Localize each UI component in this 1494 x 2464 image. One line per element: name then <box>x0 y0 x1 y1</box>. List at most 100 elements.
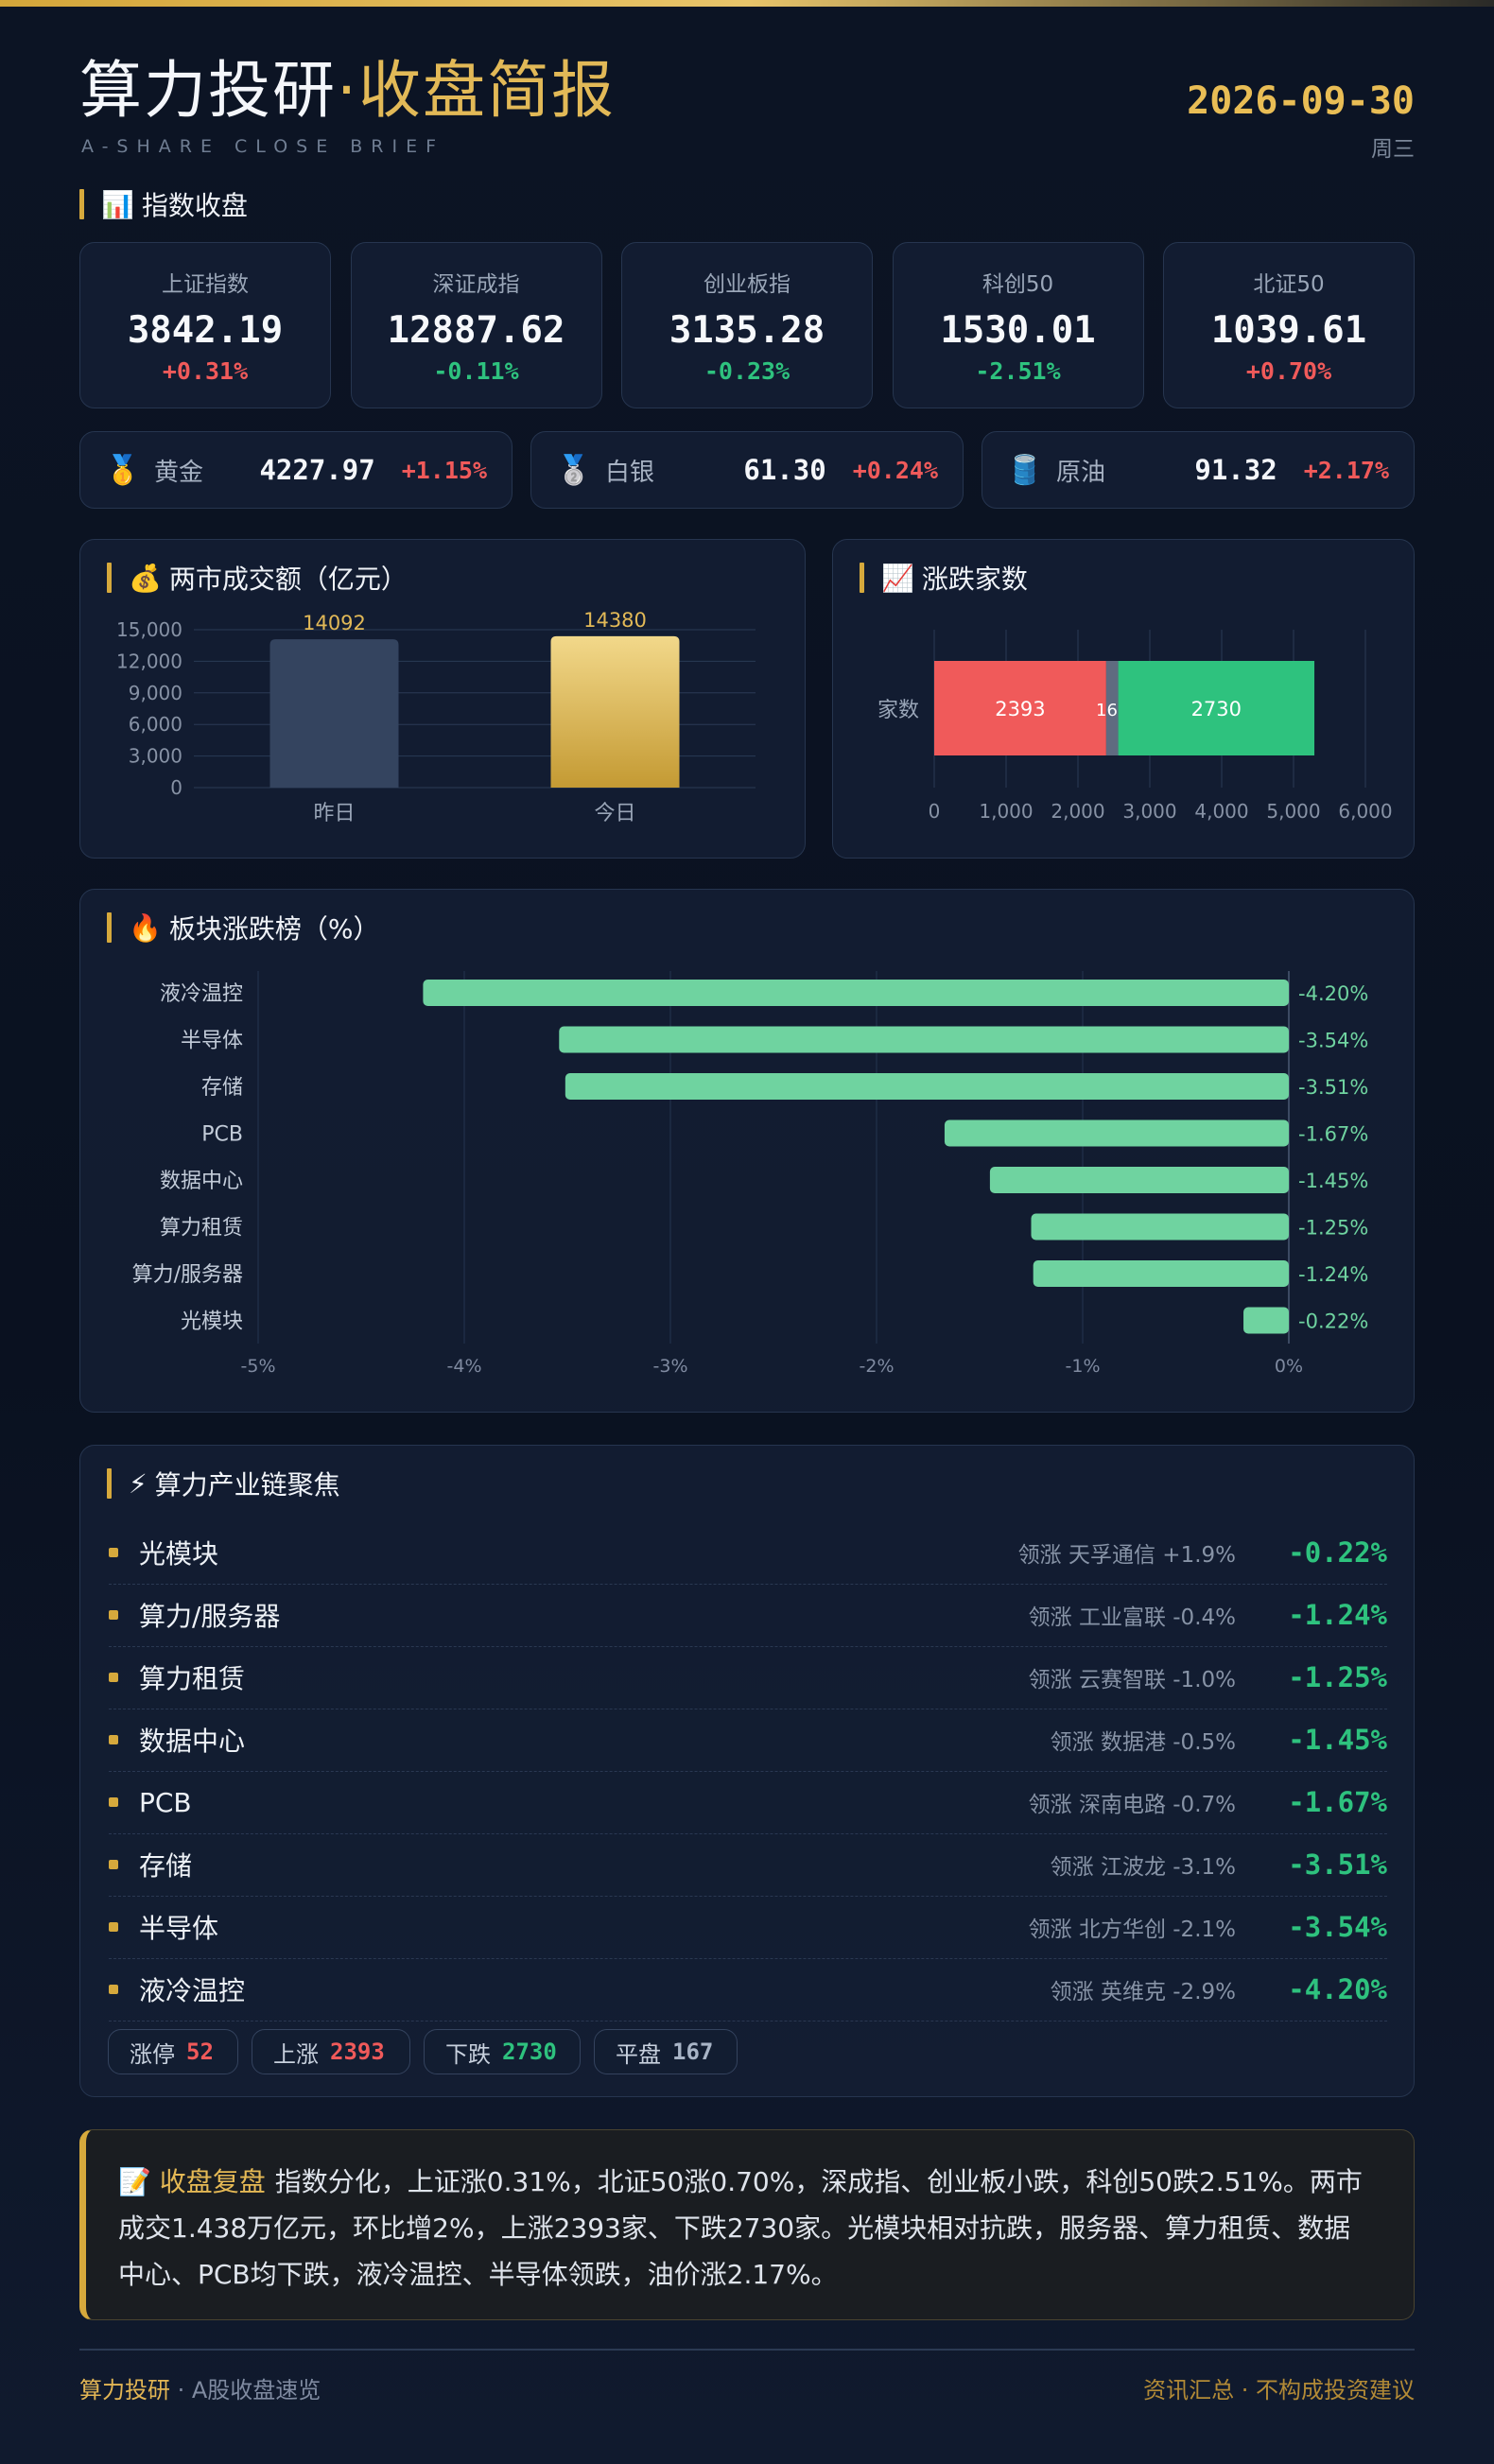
commodity-name: 黄金 <box>154 458 204 487</box>
index-change: -0.11% <box>433 357 519 385</box>
oil-barrel-icon: 🛢️ <box>1007 453 1043 487</box>
memo-icon: 📝 <box>118 2166 151 2197</box>
chain-change: -3.54% <box>1288 1911 1387 1943</box>
index-name: 创业板指 <box>704 272 790 297</box>
stat-value: 2730 <box>502 2039 557 2065</box>
y-tick-label: 15,000 <box>116 618 182 641</box>
chain-list-item: 光模块 领涨 天孚通信 +1.9% -0.22% <box>109 1521 1387 1585</box>
report-date: 2026-09-30 <box>1187 79 1415 123</box>
chain-leader: 领涨 深南电路 -0.7% <box>1028 1793 1236 1817</box>
chain-list-item: 液冷温控 领涨 英维克 -2.9% -4.20% <box>109 1958 1387 2022</box>
index-value: 1530.01 <box>940 309 1096 352</box>
section-title-indices: 📊 指数收盘 <box>79 185 248 223</box>
index-change: -2.51% <box>975 357 1061 385</box>
y-tick-label: 12,000 <box>116 650 182 672</box>
x-tick-label: -3% <box>653 1356 688 1377</box>
sector-ranking-card: 🔥 板块涨跌榜（%） -5% -4% -3% -2% -1% 0% 液冷温控 -4.20% 半导… <box>79 889 1415 1413</box>
turnover-card: 💰 两市成交额（亿元） 0 3,000 6,000 9,000 12,000 15,000… <box>79 539 806 859</box>
review-text: 指数分化，上证涨0.31%，北证50涨0.70%，深成指、创业板小跌，科创50跌… <box>118 2166 1363 2290</box>
y-tick-label: 9,000 <box>129 682 182 704</box>
lightning-icon: ⚡ <box>129 1467 148 1500</box>
chain-list-item: 半导体 领涨 北方华创 -2.1% -3.54% <box>109 1896 1387 1959</box>
chain-list-item: 算力/服务器 领涨 工业富联 -0.4% -1.24% <box>109 1584 1387 1647</box>
x-tick-label: 3,000 <box>1122 800 1176 823</box>
gold-medal-icon: 🥇 <box>105 453 141 487</box>
footer-brand: 算力投研 · A股收盘速览 <box>79 2377 321 2403</box>
bar-value-label: 14092 <box>303 612 366 634</box>
chain-leader: 领涨 江波龙 -3.1% <box>1050 1855 1236 1880</box>
index-change: -0.23% <box>704 357 790 385</box>
sector-name-label: PCB <box>201 1123 243 1147</box>
chain-focus-card: ⚡ 算力产业链聚焦 光模块 领涨 天孚通信 +1.9% -0.22% 算力/服务器 领涨… <box>79 1445 1415 2097</box>
breadth-card: 📈 涨跌家数 0 1,000 2,000 3,000 4,000 5,000 6,000 家数… <box>832 539 1415 859</box>
top-accent-bar <box>0 0 1494 7</box>
chain-change: -4.20% <box>1288 1973 1387 2005</box>
chain-name: 算力租赁 <box>139 1663 246 1694</box>
index-value: 3135.28 <box>669 309 825 352</box>
sector-name-label: 数据中心 <box>160 1170 243 1193</box>
stat-label: 上涨 <box>273 2040 319 2068</box>
bar-value-label: 14380 <box>583 609 647 632</box>
sector-name-label: 算力租赁 <box>160 1217 243 1241</box>
review-heading: 收盘复盘 <box>159 2166 266 2197</box>
sector-value-label: -1.45% <box>1298 1170 1368 1192</box>
unchanged-pill: 平盘 167 <box>594 2029 738 2074</box>
sector-name-label: 半导体 <box>181 1030 243 1053</box>
chain-name: 算力/服务器 <box>139 1601 281 1632</box>
sector-value-label: -1.25% <box>1298 1217 1368 1240</box>
stat-label: 涨停 <box>130 2040 175 2068</box>
turnover-bar <box>269 639 399 788</box>
x-tick-label: 6,000 <box>1338 800 1392 823</box>
sector-value-label: -0.22% <box>1298 1310 1368 1333</box>
commodity-card: 🥈 白银 61.30 +0.24% <box>530 431 964 509</box>
chain-leader: 领涨 北方华创 -2.1% <box>1028 1917 1236 1942</box>
chain-name: 数据中心 <box>139 1726 246 1757</box>
report-weekday: 周三 <box>1371 137 1415 162</box>
section-title-sectors: 🔥 板块涨跌榜（%） <box>107 909 379 946</box>
sector-bar <box>1033 1260 1289 1287</box>
bullet-icon <box>109 1673 118 1682</box>
chain-change: -1.25% <box>1288 1661 1387 1693</box>
x-tick-label: -5% <box>241 1356 276 1377</box>
commodity-change: +2.17% <box>1303 456 1389 484</box>
chain-leader: 领涨 工业富联 -0.4% <box>1028 1605 1236 1630</box>
chain-change: -1.67% <box>1288 1786 1387 1818</box>
chain-name: 液冷温控 <box>139 1975 246 2006</box>
commodity-name: 白银 <box>605 458 655 487</box>
commodity-card: 🥇 黄金 4227.97 +1.15% <box>79 431 512 509</box>
index-name: 科创50 <box>982 272 1054 297</box>
x-category-label: 昨日 <box>313 802 355 825</box>
turnover-chart: 0 3,000 6,000 9,000 12,000 15,000 14092 昨日 14380… <box>116 609 756 825</box>
x-tick-label: 0 <box>929 800 941 823</box>
chain-leader: 领涨 英维克 -2.9% <box>1050 1980 1236 2004</box>
bullet-icon <box>109 1610 118 1620</box>
trend-chart-icon: 📈 <box>881 562 914 594</box>
sector-ranking-chart: -5% -4% -3% -2% -1% 0% 液冷温控 -4.20% 半导体 -3.54% 存储 -3… <box>132 971 1368 1377</box>
money-bag-icon: 💰 <box>129 562 162 594</box>
chain-change: -0.22% <box>1288 1536 1387 1569</box>
close-review: 📝 收盘复盘 指数分化，上证涨0.31%，北证50涨0.70%，深成指、创业板小跌… <box>79 2129 1415 2320</box>
sector-value-label: -3.51% <box>1298 1076 1368 1099</box>
chain-list-item: 算力租赁 领涨 云赛智联 -1.0% -1.25% <box>109 1646 1387 1709</box>
sector-value-label: -1.24% <box>1298 1263 1368 1286</box>
sector-name-label: 液冷温控 <box>160 982 243 1006</box>
stat-label: 平盘 <box>616 2040 661 2068</box>
section-title-chain: ⚡ 算力产业链聚焦 <box>107 1465 340 1502</box>
x-tick-label: -1% <box>1066 1356 1101 1377</box>
stat-value: 2393 <box>330 2039 385 2065</box>
chain-leader: 领涨 天孚通信 +1.9% <box>1017 1543 1236 1568</box>
section-accent-bar <box>79 189 84 219</box>
section-title-turnover: 💰 两市成交额（亿元） <box>107 559 408 597</box>
footer-disclaimer: 资讯汇总 · 不构成投资建议 <box>1143 2377 1415 2403</box>
commodity-change: +0.24% <box>852 456 938 484</box>
commodity-name: 原油 <box>1056 458 1106 487</box>
stat-value: 52 <box>186 2039 214 2065</box>
index-change: +0.31% <box>162 357 249 385</box>
index-name: 北证50 <box>1253 272 1325 297</box>
y-category-label: 家数 <box>877 699 919 722</box>
index-card: 科创50 1530.01 -2.51% <box>892 242 1144 408</box>
y-tick-label: 3,000 <box>129 745 182 768</box>
turnover-bar <box>550 635 680 788</box>
index-change: +0.70% <box>1245 357 1332 385</box>
y-tick-label: 6,000 <box>129 713 182 736</box>
